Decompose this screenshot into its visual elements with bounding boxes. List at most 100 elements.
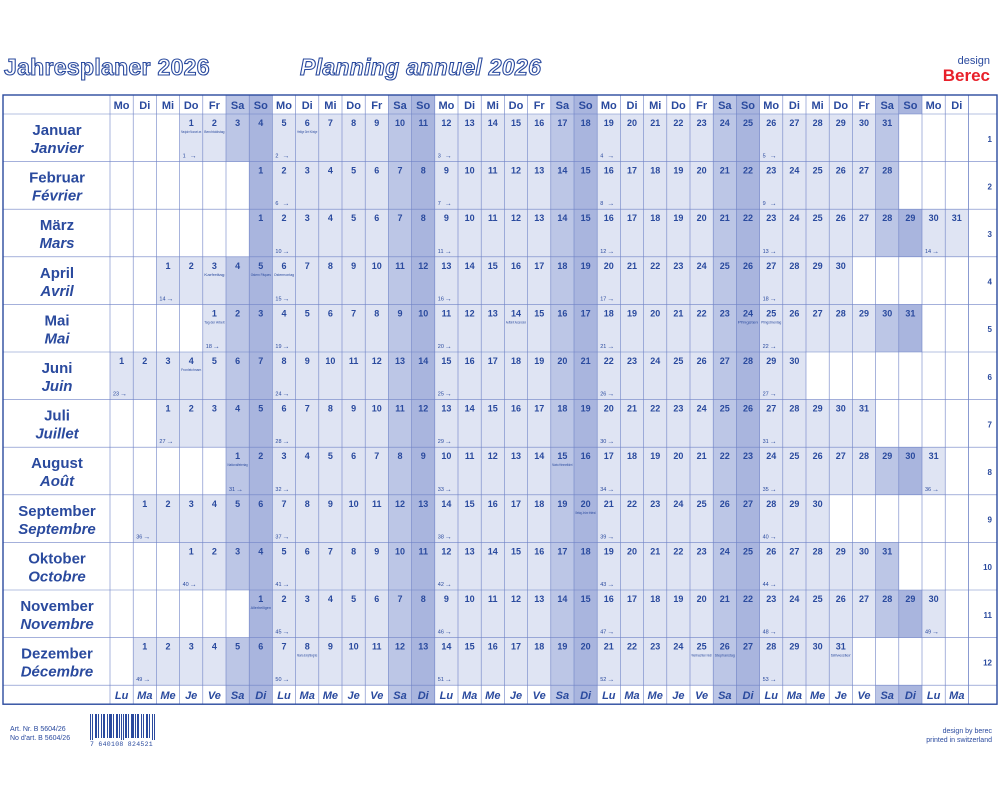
day-cell [643, 494, 667, 543]
day-number: 5 [235, 499, 240, 509]
weekday-header-cell [249, 95, 273, 114]
day-number: 26 [720, 642, 730, 652]
weekday-header-cell [365, 95, 389, 114]
day-cell [295, 494, 319, 543]
day-number: 6 [374, 213, 379, 223]
day-cell [875, 304, 899, 352]
day-cell [550, 542, 574, 590]
day-cell [504, 637, 528, 686]
week-number: 18 [206, 344, 212, 350]
day-cell [597, 352, 621, 400]
day-cell [249, 590, 273, 638]
day-number: 5 [258, 404, 263, 414]
weekday-footer-cell [110, 685, 134, 705]
day-number: 23 [766, 594, 776, 604]
arrow-right-icon: → [607, 582, 614, 589]
day-number: 19 [673, 594, 683, 604]
week-number: 6 [275, 201, 278, 207]
day-number: 9 [421, 451, 426, 461]
day-cell [272, 256, 296, 305]
day-cell [852, 542, 876, 590]
day-number: 26 [836, 213, 846, 223]
day-number: 18 [557, 261, 567, 271]
day-cell [458, 637, 482, 686]
day-number: 28 [813, 546, 823, 556]
day-cell [666, 494, 690, 543]
day-number: 11 [488, 213, 498, 223]
day-cell [434, 161, 458, 210]
holiday-note: Silvester [831, 654, 853, 658]
day-number: 30 [813, 642, 823, 652]
day-cell [736, 399, 760, 448]
arrow-right-icon: → [932, 486, 939, 493]
day-cell [295, 447, 319, 495]
week-number: 52 [600, 677, 606, 683]
day-cell [342, 256, 366, 305]
day-cell [829, 399, 853, 448]
weekday-footer-cell [643, 685, 667, 705]
day-cell [597, 304, 621, 352]
day-number: 20 [581, 499, 591, 509]
day-cell [202, 494, 226, 543]
day-number: 19 [534, 356, 544, 366]
day-cell [365, 209, 389, 257]
holiday-note: Pfingsten [738, 320, 759, 324]
day-cell [620, 447, 644, 495]
day-number: 24 [766, 451, 776, 461]
arrow-right-icon: → [236, 486, 243, 493]
day-cell [829, 209, 853, 257]
day-cell [249, 352, 273, 400]
day-cell [550, 637, 574, 686]
day-cell [504, 161, 528, 210]
week-number: 51 [438, 677, 444, 683]
planner-title-french: Planning annuel 2026 [299, 53, 542, 80]
week-number: 4 [600, 154, 603, 160]
weekday-header-label: Mo [276, 100, 292, 112]
arrow-right-icon: → [282, 534, 289, 541]
day-cell [666, 114, 690, 162]
day-cell [550, 209, 574, 257]
day-cell [527, 637, 551, 686]
day-cell [620, 209, 644, 257]
day-cell [411, 590, 435, 638]
day-cell [643, 304, 667, 352]
day-number: 17 [627, 594, 637, 604]
day-number: 27 [766, 404, 776, 414]
day-number: 6 [328, 308, 333, 318]
weekday-footer-label: Ve [370, 690, 383, 702]
day-cell [504, 352, 528, 400]
arrow-right-icon: → [770, 582, 777, 589]
weekday-header-cell [852, 95, 876, 114]
month-name-french: Octobre [28, 568, 86, 585]
weekday-footer-cell [458, 685, 482, 705]
day-cell [133, 352, 157, 400]
day-cell [620, 590, 644, 638]
holiday-note: Karfreitag [204, 273, 225, 277]
arrow-right-icon: → [770, 486, 777, 493]
day-number: 24 [650, 356, 660, 366]
day-cell [597, 161, 621, 210]
weekday-header-cell [806, 95, 830, 114]
day-number: 13 [418, 499, 428, 509]
day-cell [481, 256, 505, 305]
day-number: 13 [465, 118, 475, 128]
day-cell [318, 209, 342, 257]
day-number: 28 [882, 594, 892, 604]
day-number: 23 [720, 308, 730, 318]
day-number: 18 [650, 213, 660, 223]
day-number: 16 [557, 308, 567, 318]
week-number: 7 [438, 201, 441, 207]
week-number: 38 [438, 534, 444, 540]
day-cell [179, 256, 203, 305]
day-number: 16 [534, 546, 544, 556]
day-number: 14 [488, 546, 498, 556]
day-cell [411, 304, 435, 352]
day-number: 17 [511, 499, 521, 509]
day-number: 25 [697, 499, 707, 509]
weekday-footer-cell [133, 685, 157, 705]
day-number: 17 [581, 308, 591, 318]
day-number: 7 [305, 261, 310, 271]
day-number: 7 [328, 546, 333, 556]
day-cell [342, 637, 366, 686]
day-number: 1 [258, 213, 263, 223]
